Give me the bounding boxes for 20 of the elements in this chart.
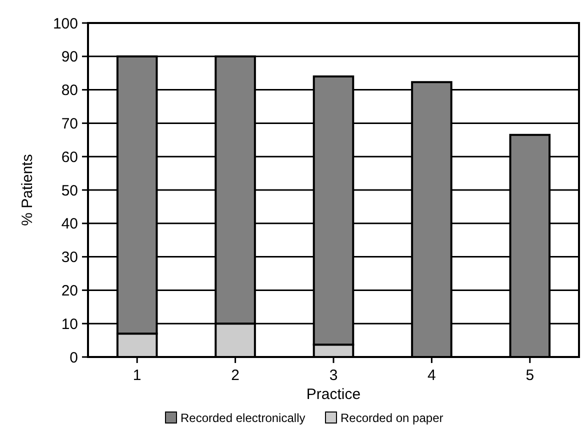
y-tick-label: 40	[61, 216, 78, 233]
y-tick-label: 30	[61, 249, 78, 266]
x-axis-title: Practice	[306, 386, 361, 403]
y-tick-label: 20	[61, 282, 78, 300]
y-tick-label: 90	[61, 48, 78, 66]
y-tick-label: 0	[70, 349, 78, 366]
y-axis-title: % Patients	[19, 154, 36, 226]
y-tick-label: 10	[61, 316, 78, 333]
y-tick-label: 60	[61, 148, 78, 166]
x-tick-label: 1	[132, 367, 142, 384]
y-tick-label: 80	[61, 82, 78, 100]
y-tick-label: 100	[52, 15, 78, 32]
legend-label: Recorded electronically	[180, 411, 306, 425]
x-tick-label: 5	[526, 367, 534, 384]
legend-label: Recorded on paper	[340, 411, 444, 425]
x-tick-label: 4	[428, 367, 436, 384]
x-tick-label: 3	[329, 367, 338, 384]
x-tick-label: 2	[231, 367, 240, 384]
y-tick-label: 70	[61, 115, 78, 132]
y-tick-label: 50	[61, 182, 78, 200]
